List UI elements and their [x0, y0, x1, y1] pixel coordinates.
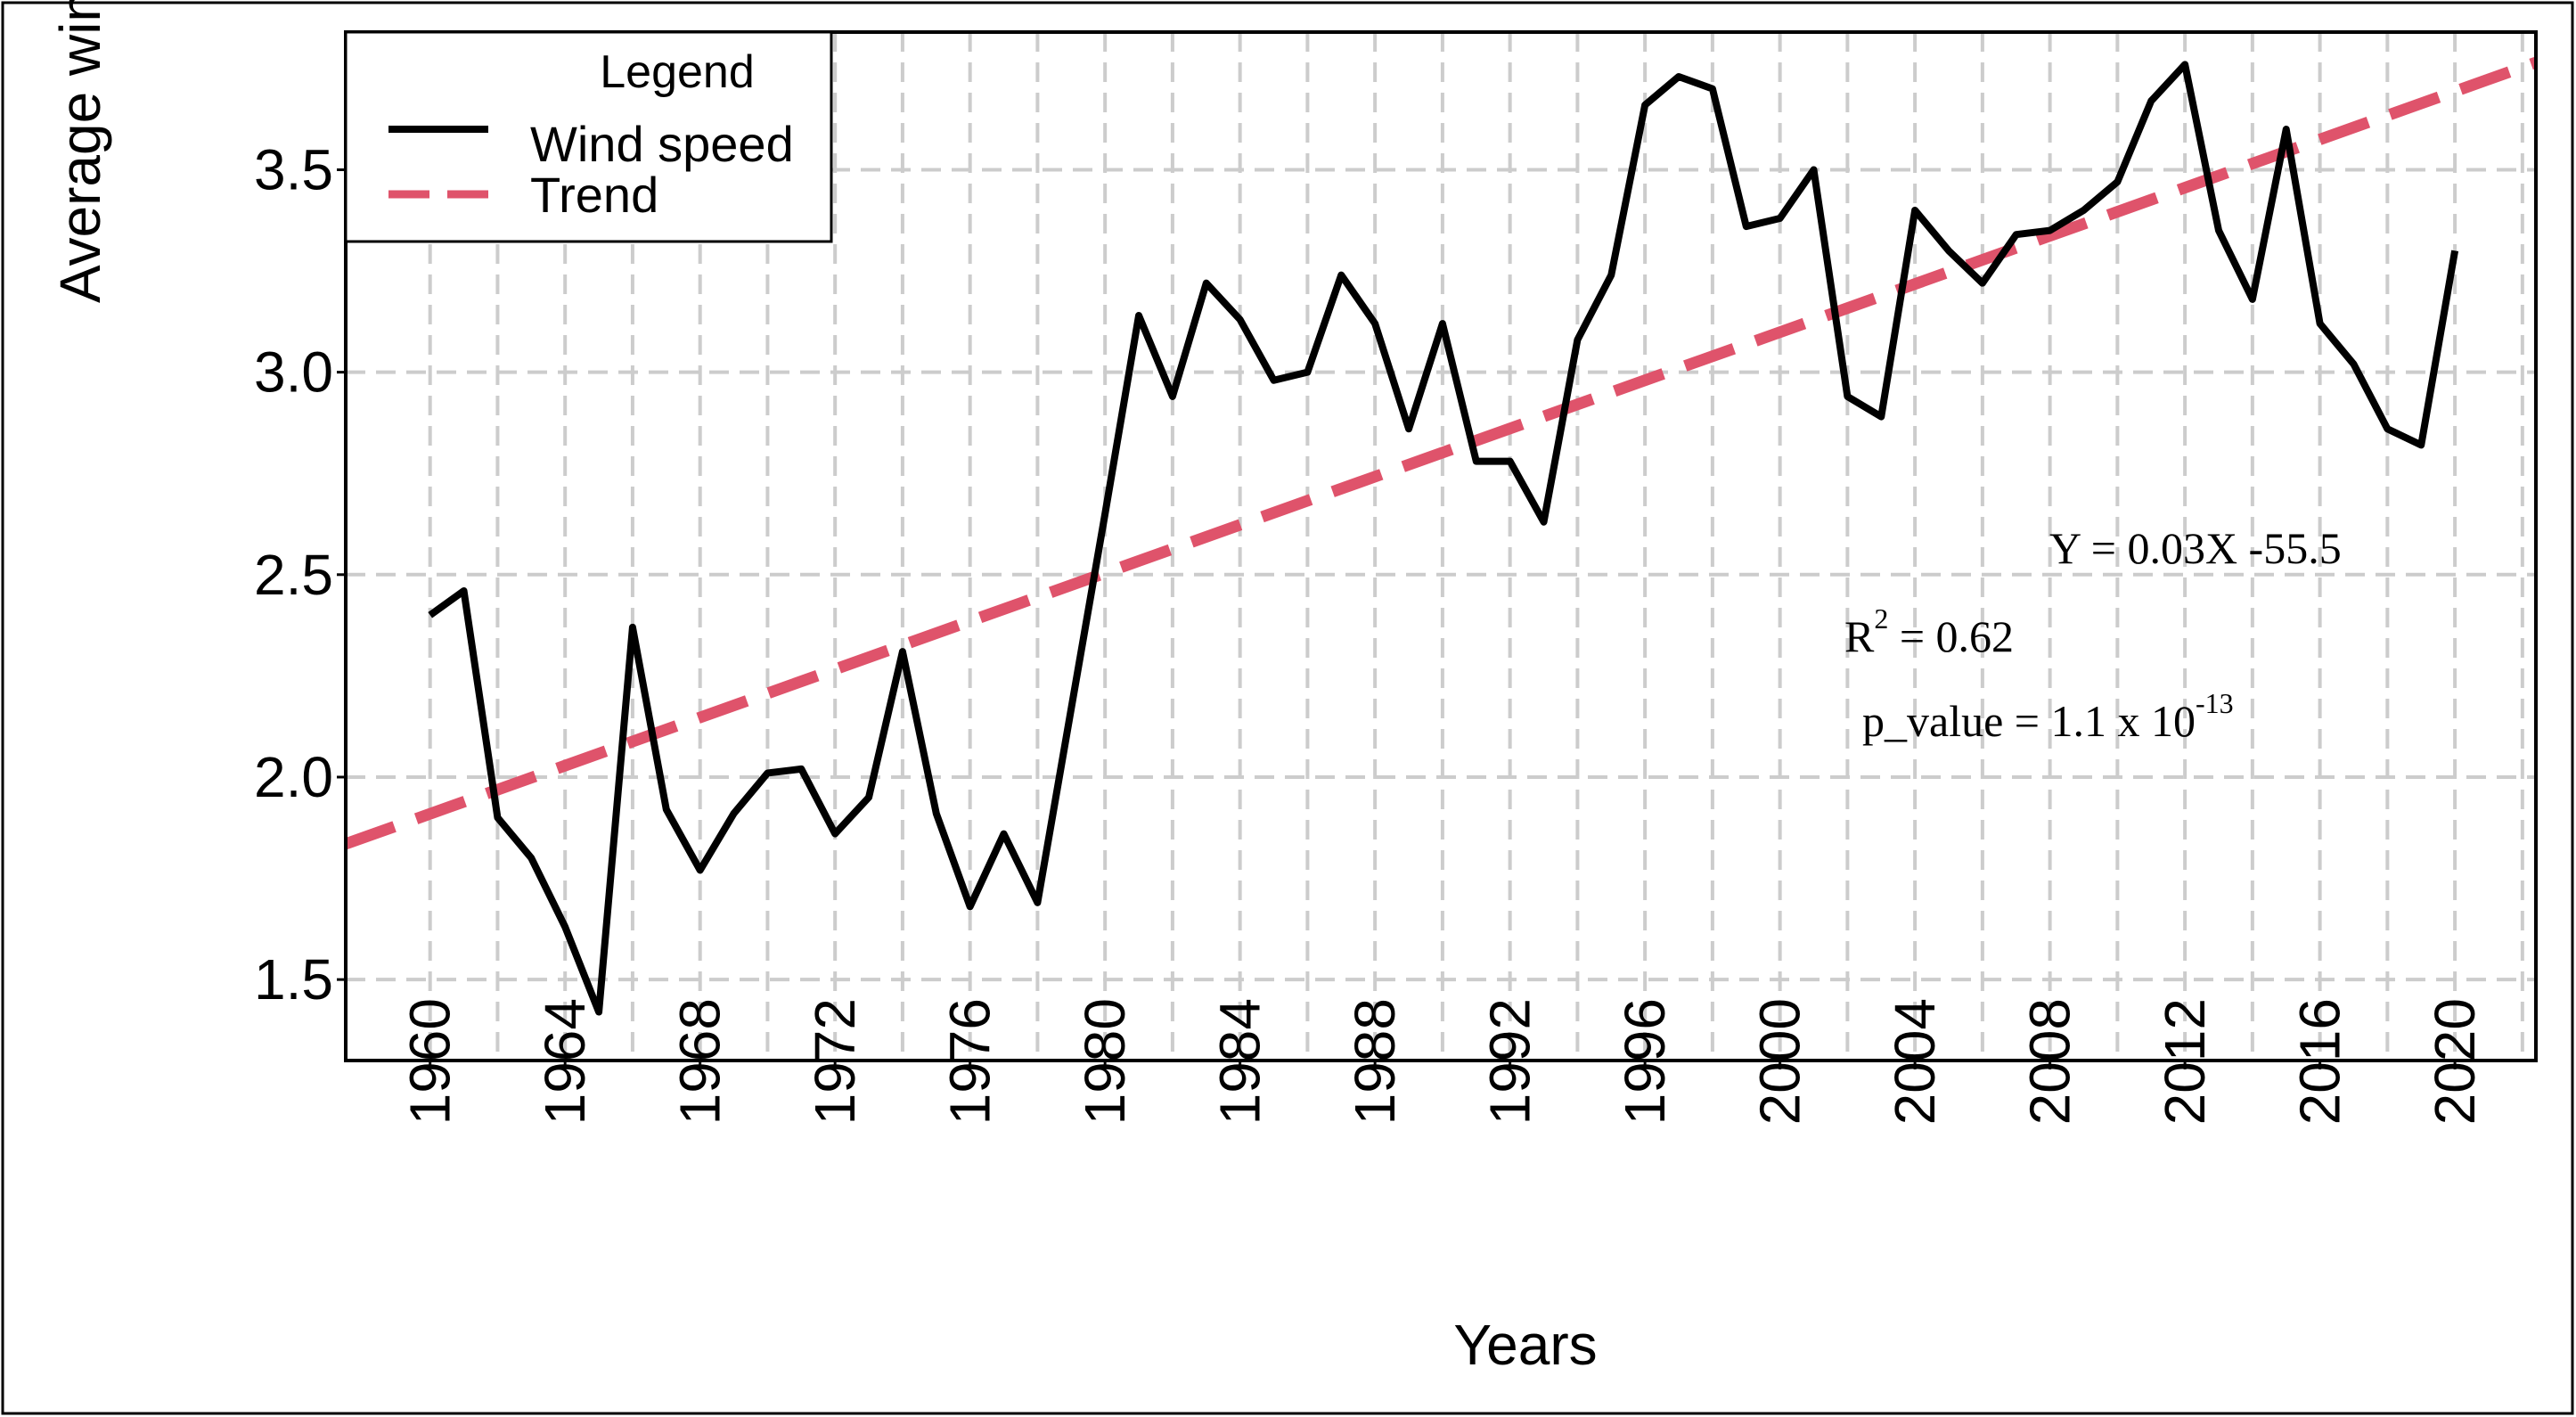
- x-tick-label-1980: 1980: [1073, 998, 1137, 1125]
- r-squared-text: R2 = 0.62: [1844, 602, 2014, 661]
- y-tick-label-2.0: 2.0: [254, 745, 333, 809]
- x-tick-label-1968: 1968: [668, 998, 732, 1125]
- legend-label-wind-speed: Wind speed: [530, 116, 794, 172]
- x-tick-label-1996: 1996: [1613, 998, 1677, 1125]
- grid: [346, 32, 2536, 1061]
- y-tick-label-3.0: 3.0: [254, 340, 333, 405]
- x-axis-label: Years: [1453, 1313, 1597, 1377]
- regression-annotation: Y = 0.03X -55.5 R2 = 0.62 p_value = 1.1 …: [1844, 523, 2342, 746]
- r-squared-prefix: R: [1844, 611, 1875, 661]
- x-tick-label-2008: 2008: [2018, 998, 2082, 1125]
- trend-series-line: [346, 56, 2536, 850]
- p-value-prefix: p_value = 1.1 x 10: [1862, 696, 2196, 746]
- y-axis: 1.5 2.0 2.5 3.0 3.5: [254, 137, 346, 1012]
- legend-title: Legend: [600, 46, 755, 98]
- plot-panel-border: [344, 30, 2538, 1062]
- x-tick-label-1960: 1960: [398, 998, 462, 1125]
- x-tick-label-2004: 2004: [1883, 998, 1947, 1125]
- legend-box: [344, 30, 833, 243]
- x-tick-label-1972: 1972: [803, 998, 867, 1125]
- x-tick-label-2012: 2012: [2153, 998, 2217, 1125]
- y-axis-label: Average wind spe: [48, 0, 112, 303]
- x-tick-label-1984: 1984: [1208, 998, 1272, 1125]
- regression-equation: Y = 0.03X -55.5: [2049, 523, 2342, 573]
- wind-speed-series-line: [428, 61, 2459, 1016]
- x-tick-label-1992: 1992: [1478, 998, 1542, 1125]
- x-tick-label-2020: 2020: [2423, 998, 2487, 1125]
- p-value-text: p_value = 1.1 x 10-13: [1862, 687, 2234, 746]
- legend: Legend Wind speed Trend: [344, 30, 833, 243]
- y-tick-label-1.5: 1.5: [254, 947, 333, 1012]
- x-tick-label-2016: 2016: [2288, 998, 2352, 1125]
- x-tick-label-1988: 1988: [1343, 998, 1407, 1125]
- x-tick-label-1976: 1976: [938, 998, 1002, 1125]
- legend-label-trend: Trend: [530, 167, 658, 223]
- series-layer: [428, 61, 2459, 1016]
- p-value-superscript: -13: [2196, 687, 2234, 719]
- r-squared-superscript: 2: [1874, 602, 1888, 635]
- x-tick-label-1964: 1964: [533, 998, 597, 1125]
- trend-layer: [346, 56, 2536, 850]
- x-axis: 1960 1964 1968 1972 1976 1980 1984 1988 1992 1996…: [398, 998, 2487, 1125]
- y-tick-label-3.5: 3.5: [254, 137, 333, 201]
- y-tick-label-2.5: 2.5: [254, 543, 333, 607]
- x-tick-label-2000: 2000: [1748, 998, 1812, 1125]
- r-squared-value: = 0.62: [1888, 611, 2014, 661]
